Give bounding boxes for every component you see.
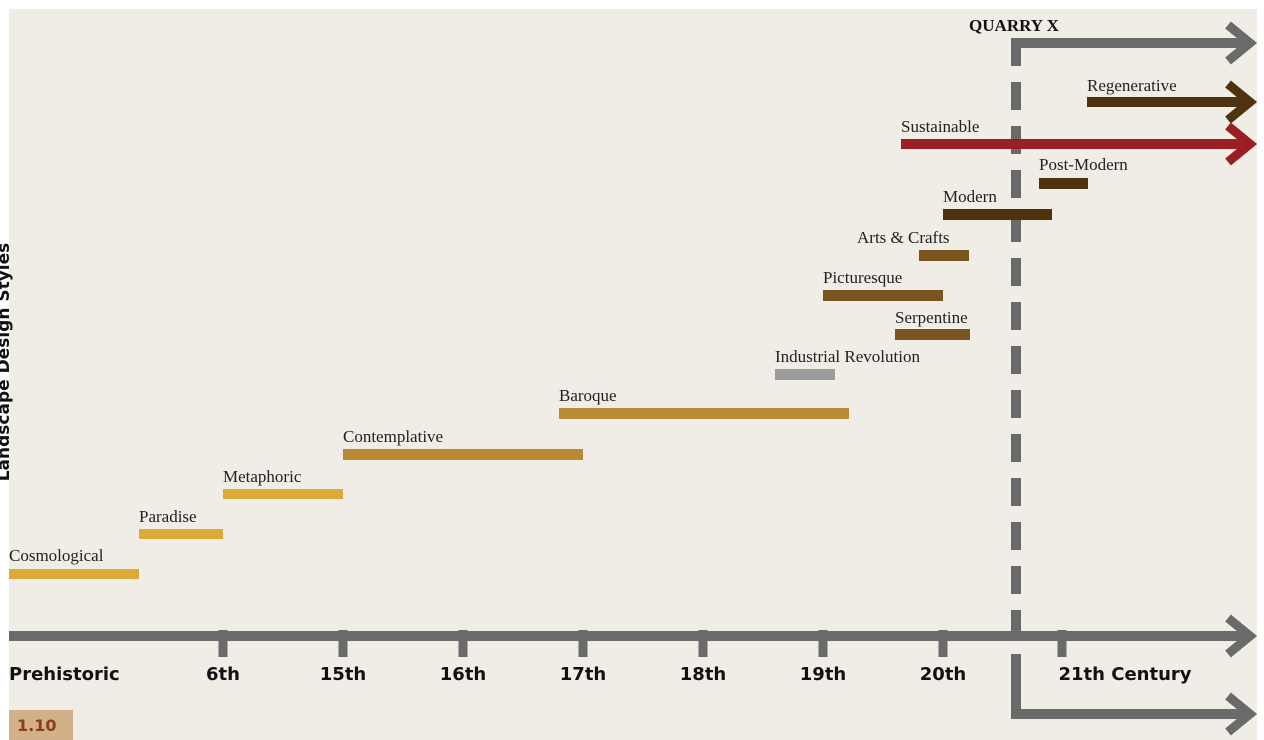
style-bar-modern: [943, 209, 1052, 220]
style-bar-baroque: [559, 408, 849, 419]
style-label: Paradise: [139, 507, 197, 526]
diagram-title: QUARRY X: [969, 16, 1060, 35]
time-label: Prehistoric: [9, 664, 120, 685]
time-label: 15th: [320, 664, 366, 685]
style-bar-paradise: [139, 529, 223, 539]
style-label: Arts & Crafts: [857, 228, 950, 247]
quarry-bottom-arrowhead: [1225, 692, 1258, 736]
style-arrowhead-sustainable: [1225, 122, 1258, 166]
style-bar-contemplative: [343, 449, 583, 460]
style-label: Picturesque: [823, 268, 902, 287]
style-bar-industrial-revolution: [775, 369, 835, 380]
style-label: Post-Modern: [1039, 155, 1128, 174]
style-bar-serpentine: [895, 329, 970, 340]
time-label: 16th: [440, 664, 486, 685]
quarry-top-arrowhead: [1225, 21, 1258, 65]
style-arrowhead-regenerative: [1225, 80, 1258, 124]
style-bar-post-modern: [1039, 178, 1088, 189]
time-label: 18th: [680, 664, 726, 685]
style-label: Metaphoric: [223, 467, 302, 486]
style-bar-metaphoric: [223, 489, 343, 499]
figure-number-badge: 1.10: [9, 710, 73, 740]
style-label: Sustainable: [901, 117, 979, 136]
time-label: 6th: [206, 664, 240, 685]
style-label: Contemplative: [343, 427, 443, 446]
y-axis-label: Landscape Design Styles: [0, 242, 14, 482]
style-label: Cosmological: [9, 546, 104, 565]
time-label: 21th Century: [1059, 664, 1192, 685]
style-label: Serpentine: [895, 308, 968, 327]
style-bar-cosmological: [9, 569, 139, 579]
style-label: Modern: [943, 187, 997, 206]
style-label: Industrial Revolution: [775, 347, 920, 366]
style-label: Baroque: [559, 386, 617, 405]
time-label: 19th: [800, 664, 846, 685]
style-bar-arts-crafts: [919, 250, 969, 261]
time-label: 17th: [560, 664, 606, 685]
style-label: Regenerative: [1087, 76, 1177, 95]
diagram-canvas: [9, 9, 1257, 740]
time-label: 20th: [920, 664, 966, 685]
style-bar-picturesque: [823, 290, 943, 301]
time-axis-arrowhead: [1225, 614, 1258, 658]
